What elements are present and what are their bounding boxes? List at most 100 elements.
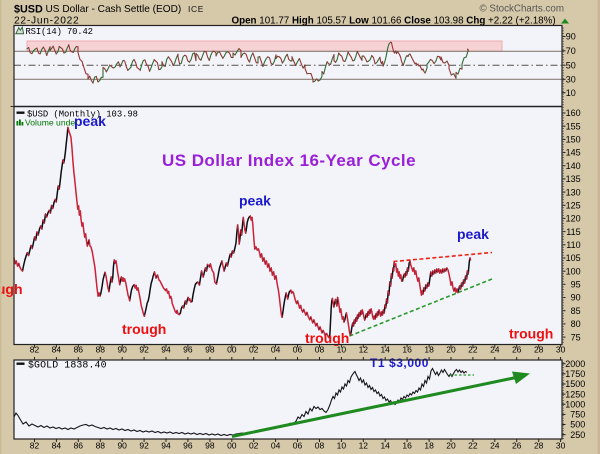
svg-text:24: 24 [490, 345, 500, 355]
svg-text:peak: peak [74, 113, 106, 129]
svg-text:28: 28 [534, 441, 544, 451]
svg-text:130: 130 [566, 187, 581, 197]
svg-text:trough: trough [0, 281, 23, 297]
svg-text:10: 10 [566, 88, 576, 98]
svg-text:14: 14 [380, 441, 390, 451]
svg-text:peak: peak [457, 226, 489, 242]
svg-text:10: 10 [337, 441, 347, 451]
svg-text:RSI(14) 70.42: RSI(14) 70.42 [26, 27, 94, 37]
svg-text:92: 92 [139, 441, 149, 451]
svg-text:00: 00 [227, 345, 237, 355]
svg-text:115: 115 [566, 227, 580, 237]
svg-text:30: 30 [556, 345, 566, 355]
svg-text:75: 75 [571, 332, 581, 342]
svg-text:160: 160 [566, 108, 581, 118]
svg-text:1250: 1250 [565, 389, 585, 399]
svg-text:12: 12 [359, 345, 369, 355]
svg-text:20: 20 [446, 441, 456, 451]
svg-text:24: 24 [490, 441, 500, 451]
svg-text:T1 $3,000: T1 $3,000 [370, 356, 429, 370]
svg-text:26: 26 [512, 441, 522, 451]
svg-text:92: 92 [139, 345, 149, 355]
svg-text:70: 70 [566, 46, 576, 56]
svg-text:Open 101.77 High 105.57 Low 10: Open 101.77 High 105.57 Low 101.66 Close… [232, 16, 556, 27]
svg-text:750: 750 [570, 410, 585, 420]
svg-text:96: 96 [183, 441, 193, 451]
svg-text:04: 04 [271, 441, 281, 451]
svg-text:86: 86 [74, 441, 84, 451]
svg-text:Volume unde: Volume unde [25, 118, 75, 128]
svg-text:00: 00 [227, 441, 237, 451]
svg-text:1500: 1500 [565, 379, 585, 389]
svg-text:US Dollar - Cash Settle (EOD): US Dollar - Cash Settle (EOD) [46, 4, 182, 15]
svg-text:02: 02 [249, 345, 259, 355]
svg-text:82: 82 [30, 441, 40, 451]
svg-text:22: 22 [468, 345, 478, 355]
svg-text:155: 155 [566, 121, 581, 131]
svg-text:84: 84 [52, 441, 62, 451]
svg-text:94: 94 [161, 345, 171, 355]
svg-text:trough: trough [305, 330, 349, 346]
svg-text:$GOLD 1838.40: $GOLD 1838.40 [28, 360, 107, 371]
svg-text:88: 88 [96, 441, 106, 451]
svg-text:85: 85 [571, 306, 581, 316]
svg-text:98: 98 [205, 441, 215, 451]
svg-text:2000: 2000 [565, 359, 585, 369]
svg-text:30: 30 [566, 75, 576, 85]
svg-text:$USD: $USD [14, 4, 43, 16]
svg-text:04: 04 [271, 345, 281, 355]
svg-text:90: 90 [117, 345, 127, 355]
svg-text:30: 30 [556, 441, 566, 451]
svg-text:95: 95 [571, 280, 581, 290]
svg-text:145: 145 [566, 148, 581, 158]
svg-text:22: 22 [468, 441, 478, 451]
svg-text:86: 86 [74, 345, 84, 355]
svg-text:22-Jun-2022: 22-Jun-2022 [14, 16, 79, 27]
svg-text:100: 100 [566, 266, 581, 276]
svg-text:28: 28 [534, 345, 544, 355]
svg-text:08: 08 [315, 441, 325, 451]
svg-text:98: 98 [205, 345, 215, 355]
svg-text:120: 120 [566, 214, 581, 224]
svg-text:12: 12 [359, 441, 369, 451]
svg-text:20: 20 [446, 345, 456, 355]
svg-text:90: 90 [566, 32, 576, 42]
svg-text:90: 90 [117, 441, 127, 451]
svg-text:50: 50 [566, 60, 576, 70]
svg-text:$USD (Monthly) 103.98: $USD (Monthly) 103.98 [27, 110, 138, 120]
svg-text:1000: 1000 [565, 399, 585, 409]
svg-text:500: 500 [570, 420, 585, 430]
svg-text:16: 16 [402, 345, 412, 355]
svg-text:88: 88 [96, 345, 106, 355]
svg-text:06: 06 [293, 441, 303, 451]
svg-text:96: 96 [183, 345, 193, 355]
svg-text:18: 18 [424, 441, 434, 451]
svg-text:14: 14 [380, 345, 390, 355]
svg-text:trough: trough [122, 321, 166, 337]
svg-text:80: 80 [571, 319, 581, 329]
svg-text:82: 82 [30, 345, 40, 355]
svg-text:08: 08 [315, 345, 325, 355]
svg-text:16: 16 [402, 441, 412, 451]
svg-text:ICE: ICE [188, 4, 204, 14]
svg-text:10: 10 [337, 345, 347, 355]
svg-text:peak: peak [239, 193, 271, 209]
svg-text:140: 140 [566, 161, 581, 171]
svg-text:trough: trough [509, 326, 553, 342]
svg-text:105: 105 [566, 253, 581, 263]
svg-text:US Dollar Index 16-Year Cycle: US Dollar Index 16-Year Cycle [162, 151, 416, 170]
svg-text:1750: 1750 [565, 369, 585, 379]
svg-text:18: 18 [424, 345, 434, 355]
svg-text:90: 90 [571, 293, 581, 303]
svg-text:110: 110 [566, 240, 580, 250]
svg-text:125: 125 [566, 201, 581, 211]
svg-text:250: 250 [570, 430, 585, 440]
svg-text:26: 26 [512, 345, 522, 355]
svg-text:06: 06 [293, 345, 303, 355]
svg-text:84: 84 [52, 345, 62, 355]
svg-text:© StockCharts.com: © StockCharts.com [479, 4, 564, 15]
svg-text:02: 02 [249, 441, 259, 451]
svg-text:94: 94 [161, 441, 171, 451]
svg-text:150: 150 [566, 135, 581, 145]
svg-text:135: 135 [566, 174, 581, 184]
